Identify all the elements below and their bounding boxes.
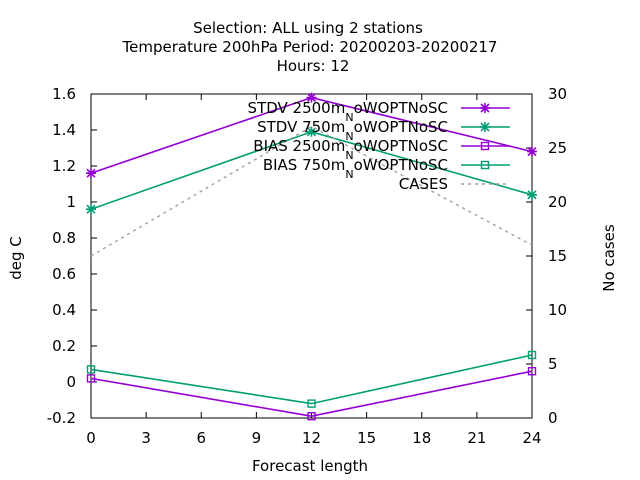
y-tick-label: 0.2	[52, 337, 76, 355]
series-bias-750m	[86, 350, 537, 408]
y2-tick-label: 0	[548, 409, 558, 427]
x-tick-label: 21	[467, 429, 486, 447]
x-tick-label: 9	[252, 429, 262, 447]
legend-entry: BIAS 750mNoWOPTNoSC	[263, 156, 510, 181]
series-line	[90, 125, 533, 257]
x-tick-label: 18	[412, 429, 431, 447]
x-tick-label: 12	[302, 429, 321, 447]
data-point	[527, 350, 537, 360]
legend-label: CASES	[399, 175, 448, 193]
legend-label: STDV 750mNoWOPTNoSC	[257, 118, 448, 143]
data-point	[527, 189, 537, 200]
series-cases	[90, 125, 533, 257]
legend-entry: STDV 2500mNoWOPTNoSC	[248, 99, 510, 124]
legend-label-suffix: oWOPTNoSC	[354, 156, 448, 174]
legend-label-name: STDV 750m	[257, 118, 345, 136]
title-line-2: Temperature 200hPa Period: 20200203-2020…	[122, 38, 498, 56]
legend-label-suffix: oWOPTNoSC	[354, 137, 448, 155]
legend-marker	[480, 141, 490, 151]
y-axis-label: deg C	[7, 236, 25, 280]
y2-tick-label: 15	[548, 247, 567, 265]
legend-label-name: BIAS 750m	[263, 156, 346, 174]
y-tick-label: 0.6	[52, 265, 76, 283]
legend-label-suffix: oWOPTNoSC	[354, 118, 448, 136]
legend-label: BIAS 2500mNoWOPTNoSC	[253, 137, 448, 162]
y2-tick-label: 20	[548, 193, 567, 211]
legend-label: STDV 2500mNoWOPTNoSC	[248, 99, 448, 124]
legend-entry: BIAS 2500mNoWOPTNoSC	[253, 137, 510, 162]
series-layer	[86, 92, 537, 421]
y-tick-label: 0.8	[52, 229, 76, 247]
legend-label-subscript: N	[345, 130, 353, 143]
legend-label: BIAS 750mNoWOPTNoSC	[263, 156, 448, 181]
y2-tick-label: 25	[548, 139, 567, 157]
y2-axis-label: No cases	[600, 224, 618, 292]
x-tick-label: 0	[86, 429, 96, 447]
x-tick-label: 24	[522, 429, 541, 447]
data-point	[86, 374, 96, 383]
series-bias-2500m	[86, 367, 537, 421]
series-line	[90, 370, 533, 418]
series-stdv-2500m	[86, 92, 537, 179]
legend-label-name: CASES	[399, 175, 448, 193]
y2-tick-label: 30	[548, 85, 567, 103]
legend-entry: STDV 750mNoWOPTNoSC	[257, 118, 510, 143]
data-point	[86, 168, 96, 179]
series-line	[90, 354, 533, 405]
data-point	[527, 146, 537, 157]
legend-marker	[480, 122, 490, 132]
title-line-1: Selection: ALL using 2 stations	[193, 19, 423, 37]
chart-title: Selection: ALL using 2 stations Temperat…	[122, 19, 498, 75]
x-tick-label: 3	[141, 429, 151, 447]
legend-label-subscript: N	[345, 149, 353, 162]
series-stdv-750m	[86, 126, 537, 215]
legend-label-suffix: oWOPTNoSC	[354, 99, 448, 117]
legend-marker	[480, 160, 490, 170]
data-point	[527, 367, 537, 376]
legend-label-subscript: N	[345, 111, 353, 124]
legend-label-name: BIAS 2500m	[253, 137, 345, 155]
data-point	[307, 412, 316, 421]
y-tick-label: 1.6	[52, 85, 76, 103]
y2-tick-label: 5	[548, 355, 558, 373]
y-tick-label: -0.2	[47, 409, 76, 427]
legend-marker	[480, 103, 490, 113]
data-point	[86, 365, 96, 374]
x-axis-label: Forecast length	[252, 457, 368, 475]
legend-label-subscript: N	[345, 168, 353, 181]
data-point	[307, 399, 316, 408]
data-point	[86, 204, 96, 215]
x-tick-label: 6	[196, 429, 206, 447]
axes: 0 3 6 9 12 15 18 21 24 -0.2 0 0.2 0.4 0.6 0.8 1 1.2 1.4 1.…	[47, 85, 567, 447]
legend-label-name: STDV 2500m	[248, 99, 346, 117]
legend-entry: CASES	[399, 175, 510, 193]
title-line-3: Hours: 12	[277, 57, 350, 75]
y-tick-label: 1.4	[52, 121, 76, 139]
data-point	[306, 126, 317, 137]
y2-tick-label: 10	[548, 301, 567, 319]
x-tick-label: 15	[357, 429, 376, 447]
y-tick-label: 0.4	[52, 301, 76, 319]
y-tick-label: 0	[66, 373, 76, 391]
data-point	[306, 92, 317, 103]
y-tick-label: 1.2	[52, 157, 76, 175]
y-tick-label: 1	[66, 193, 76, 211]
